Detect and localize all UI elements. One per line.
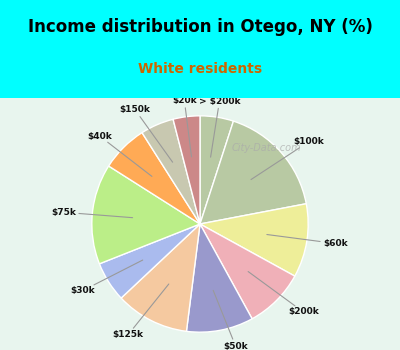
Text: $75k: $75k (51, 208, 133, 218)
Text: $30k: $30k (70, 260, 143, 295)
Text: $100k: $100k (251, 137, 324, 180)
Text: $50k: $50k (213, 290, 248, 350)
Text: $150k: $150k (120, 105, 173, 162)
Wedge shape (121, 224, 200, 331)
Wedge shape (100, 224, 200, 298)
Text: $20k: $20k (172, 96, 197, 157)
Wedge shape (173, 116, 200, 224)
Wedge shape (200, 204, 308, 276)
Wedge shape (200, 224, 295, 319)
Text: City-Data.com: City-Data.com (232, 143, 302, 153)
Wedge shape (200, 121, 306, 224)
Wedge shape (109, 133, 200, 224)
Wedge shape (142, 119, 200, 224)
Wedge shape (186, 224, 252, 332)
Text: $125k: $125k (112, 284, 169, 340)
Text: Income distribution in Otego, NY (%): Income distribution in Otego, NY (%) (28, 19, 372, 36)
Text: $200k: $200k (248, 272, 319, 316)
Text: White residents: White residents (138, 62, 262, 76)
Text: > $200k: > $200k (199, 97, 240, 157)
Wedge shape (200, 116, 234, 224)
Wedge shape (92, 166, 200, 264)
Text: $60k: $60k (267, 234, 348, 248)
Text: $40k: $40k (87, 132, 152, 176)
